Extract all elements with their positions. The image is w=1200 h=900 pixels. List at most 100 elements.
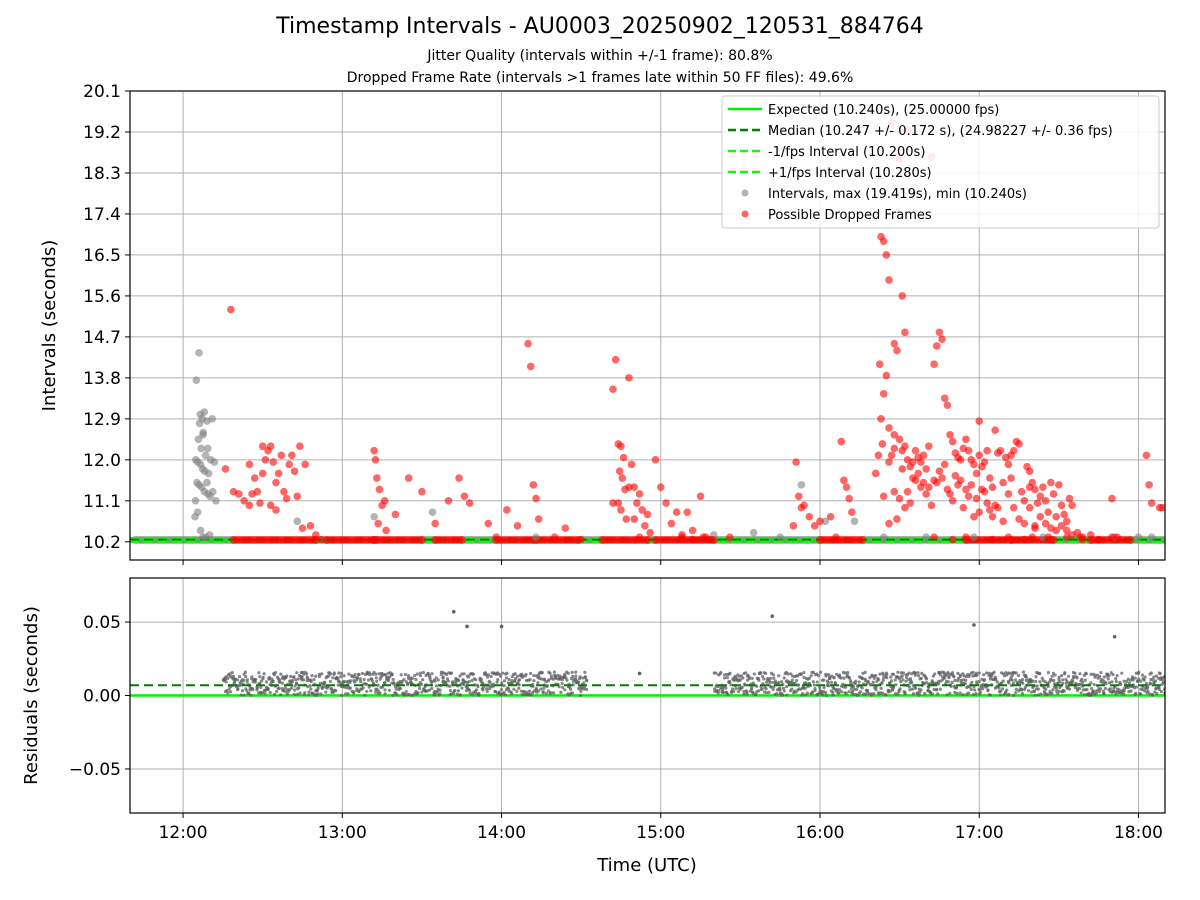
residual-point bbox=[361, 686, 365, 690]
residual-point bbox=[386, 678, 391, 683]
residual-point bbox=[224, 680, 228, 684]
dropped-frame-point bbox=[826, 512, 835, 521]
residual-point bbox=[836, 691, 840, 695]
residual-point bbox=[380, 685, 385, 689]
residual-point bbox=[294, 681, 299, 685]
residual-point bbox=[387, 688, 391, 692]
residual-point bbox=[358, 677, 362, 681]
dropped-frame-point bbox=[840, 476, 848, 485]
dropped-frame-point bbox=[930, 476, 938, 485]
dropped-frame-point bbox=[1108, 533, 1116, 542]
dropped-frame-point bbox=[296, 442, 304, 450]
dropped-frame-point bbox=[1033, 499, 1042, 507]
dropped-frame-point bbox=[274, 469, 283, 478]
residual-point bbox=[811, 670, 815, 675]
dropped-frame-point bbox=[1007, 474, 1015, 482]
residual-point bbox=[827, 684, 831, 688]
residual-point bbox=[816, 674, 820, 678]
residual-point bbox=[847, 676, 851, 680]
dropped-frame-point bbox=[635, 533, 644, 542]
dropped-frame-point bbox=[371, 456, 380, 464]
residual-point bbox=[1104, 682, 1108, 686]
interval-point bbox=[1180, 536, 1188, 544]
dropped-frame-point bbox=[890, 339, 899, 348]
dropped-frame-point bbox=[914, 469, 922, 478]
residual-point bbox=[786, 672, 790, 676]
residual-point bbox=[1012, 693, 1016, 697]
residual-point bbox=[1094, 691, 1099, 695]
dropped-frame-point bbox=[874, 451, 883, 460]
residual-point bbox=[532, 673, 536, 678]
dropped-frame-point bbox=[651, 456, 660, 464]
residual-point bbox=[1067, 687, 1072, 691]
dropped-frame-point bbox=[266, 501, 275, 510]
residual-point bbox=[402, 693, 406, 697]
residual-point bbox=[742, 689, 746, 694]
residual-point bbox=[1119, 682, 1123, 686]
residual-point bbox=[855, 687, 859, 692]
residual-points bbox=[130, 609, 1165, 698]
dropped-frame-point bbox=[615, 467, 624, 476]
residual-point bbox=[750, 676, 754, 681]
residual-point bbox=[548, 692, 552, 696]
residual-point bbox=[881, 691, 885, 695]
chart-subtitle-dropped: Dropped Frame Rate (intervals >1 frames … bbox=[346, 70, 854, 86]
residual-point bbox=[510, 679, 514, 683]
residual-point bbox=[1034, 675, 1038, 679]
residual-point bbox=[253, 678, 258, 682]
residual-outlier bbox=[465, 624, 469, 629]
dropped-frame-point bbox=[1025, 503, 1034, 512]
dropped-frame-point bbox=[707, 535, 715, 544]
residual-point bbox=[1045, 693, 1049, 697]
residual-point bbox=[258, 675, 262, 679]
dropped-frame-point bbox=[919, 478, 928, 487]
residual-point bbox=[978, 688, 982, 692]
residual-point bbox=[955, 691, 959, 695]
interval-point bbox=[970, 533, 978, 542]
residual-point bbox=[365, 689, 369, 694]
dropped-frame-point bbox=[1108, 494, 1116, 503]
residual-point bbox=[1110, 680, 1114, 684]
residual-point bbox=[462, 683, 466, 687]
x-tick-label: 14:00 bbox=[477, 823, 526, 843]
residual-point bbox=[950, 680, 954, 684]
residual-point bbox=[531, 684, 535, 689]
residual-point bbox=[1079, 691, 1083, 695]
residual-point bbox=[233, 677, 237, 681]
residual-point bbox=[785, 684, 789, 689]
residual-point bbox=[487, 673, 491, 677]
residual-point bbox=[414, 677, 418, 682]
residual-point bbox=[1137, 670, 1141, 674]
dropped-frame-point bbox=[932, 342, 941, 350]
residual-point bbox=[1102, 691, 1106, 695]
residual-point bbox=[764, 680, 769, 684]
residual-point bbox=[1005, 688, 1009, 692]
dropped-frame-point bbox=[940, 394, 949, 403]
x-tick-label: 12:00 bbox=[159, 823, 208, 843]
residual-point bbox=[521, 689, 526, 694]
legend-entry: Possible Dropped Frames bbox=[768, 208, 932, 223]
residual-point bbox=[570, 670, 574, 674]
dropped-frame-point bbox=[967, 481, 976, 489]
residual-point bbox=[790, 687, 794, 691]
dropped-frame-point bbox=[909, 458, 917, 466]
residual-point bbox=[406, 681, 410, 686]
dropped-frame-point bbox=[1041, 519, 1050, 528]
residual-point bbox=[263, 691, 267, 695]
residual-point bbox=[471, 672, 475, 676]
dropped-frame-point bbox=[1047, 478, 1055, 487]
residual-point bbox=[736, 689, 741, 694]
residual-point bbox=[835, 687, 839, 692]
dropped-frame-point bbox=[250, 474, 259, 482]
y-tick-label: 13.8 bbox=[83, 369, 121, 389]
residual-point bbox=[722, 690, 726, 694]
dropped-frame-point bbox=[922, 465, 930, 473]
residual-point bbox=[974, 691, 978, 696]
residual-point bbox=[809, 674, 813, 678]
residual-point bbox=[1107, 681, 1112, 685]
dropped-frame-point bbox=[1017, 487, 1026, 496]
residual-point bbox=[977, 671, 981, 675]
residual-point bbox=[489, 674, 493, 679]
residual-point bbox=[302, 678, 306, 682]
residual-point bbox=[552, 670, 557, 674]
